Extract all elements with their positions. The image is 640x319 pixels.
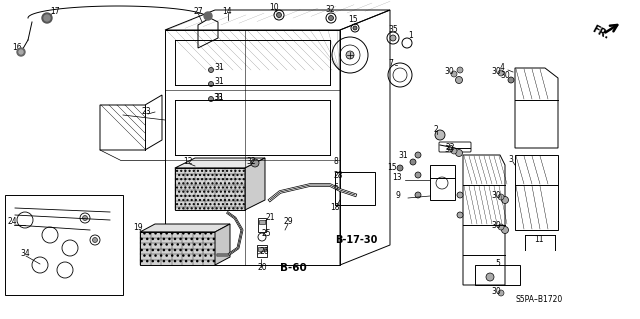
Text: 8: 8 bbox=[334, 158, 339, 167]
Text: 28: 28 bbox=[334, 172, 344, 181]
Bar bbox=[259, 220, 265, 224]
Circle shape bbox=[251, 159, 259, 167]
Text: 34: 34 bbox=[20, 249, 29, 257]
Text: 4: 4 bbox=[500, 63, 505, 72]
Text: 32: 32 bbox=[325, 4, 335, 13]
Text: 1: 1 bbox=[408, 31, 413, 40]
Text: 25: 25 bbox=[262, 229, 271, 239]
Text: 20: 20 bbox=[257, 263, 267, 272]
Circle shape bbox=[209, 97, 214, 101]
Circle shape bbox=[456, 150, 463, 157]
Text: 30: 30 bbox=[444, 68, 454, 77]
Circle shape bbox=[502, 197, 509, 204]
Text: 2: 2 bbox=[433, 125, 438, 135]
Polygon shape bbox=[175, 158, 265, 168]
Text: FR.: FR. bbox=[590, 24, 611, 42]
Text: 18: 18 bbox=[330, 204, 339, 212]
Text: 17: 17 bbox=[50, 6, 60, 16]
Text: 16: 16 bbox=[12, 43, 22, 53]
Text: 15: 15 bbox=[348, 16, 358, 25]
Text: 5: 5 bbox=[495, 258, 500, 268]
Circle shape bbox=[451, 148, 457, 154]
Text: 23: 23 bbox=[142, 108, 152, 116]
Text: 22: 22 bbox=[446, 144, 456, 152]
Text: 35: 35 bbox=[388, 26, 397, 34]
Bar bbox=[258, 247, 266, 251]
Circle shape bbox=[456, 77, 463, 84]
Polygon shape bbox=[245, 158, 265, 210]
Text: 12: 12 bbox=[183, 158, 193, 167]
Circle shape bbox=[498, 194, 504, 200]
Text: 9: 9 bbox=[395, 191, 400, 201]
Text: 24: 24 bbox=[8, 218, 18, 226]
Circle shape bbox=[498, 70, 504, 76]
Text: S5PA–B1720: S5PA–B1720 bbox=[515, 295, 563, 305]
Polygon shape bbox=[140, 232, 215, 265]
Circle shape bbox=[415, 152, 421, 158]
Text: 13: 13 bbox=[392, 174, 402, 182]
Text: 31: 31 bbox=[398, 151, 408, 160]
Text: 31: 31 bbox=[214, 63, 223, 72]
Text: 15: 15 bbox=[387, 164, 397, 173]
Text: 29: 29 bbox=[284, 218, 294, 226]
Circle shape bbox=[209, 68, 214, 72]
Text: B-60: B-60 bbox=[280, 263, 307, 273]
Circle shape bbox=[457, 212, 463, 218]
Circle shape bbox=[508, 77, 514, 83]
Text: 27: 27 bbox=[194, 6, 204, 16]
Circle shape bbox=[204, 12, 212, 20]
Circle shape bbox=[390, 35, 396, 41]
Circle shape bbox=[498, 224, 504, 230]
Text: 30: 30 bbox=[500, 70, 509, 79]
Circle shape bbox=[42, 13, 52, 23]
Circle shape bbox=[397, 165, 403, 171]
Text: 32: 32 bbox=[246, 158, 255, 167]
Text: 31: 31 bbox=[214, 78, 223, 86]
Text: 30: 30 bbox=[491, 66, 500, 76]
Text: 19: 19 bbox=[133, 224, 143, 233]
Text: 10: 10 bbox=[269, 3, 278, 11]
Circle shape bbox=[276, 12, 282, 18]
Text: B-17-30: B-17-30 bbox=[335, 235, 378, 245]
Circle shape bbox=[17, 48, 25, 56]
Circle shape bbox=[346, 51, 354, 59]
Text: 14: 14 bbox=[222, 6, 232, 16]
Circle shape bbox=[457, 192, 463, 198]
Polygon shape bbox=[215, 224, 230, 265]
Circle shape bbox=[209, 81, 214, 86]
Bar bbox=[258, 218, 266, 232]
Text: 11: 11 bbox=[534, 235, 543, 244]
Circle shape bbox=[415, 192, 421, 198]
Circle shape bbox=[328, 16, 333, 20]
Polygon shape bbox=[140, 224, 230, 232]
Circle shape bbox=[502, 226, 509, 234]
Text: 6: 6 bbox=[334, 183, 339, 192]
Circle shape bbox=[93, 238, 97, 242]
Circle shape bbox=[435, 130, 445, 140]
Circle shape bbox=[353, 26, 357, 30]
Text: 30: 30 bbox=[491, 286, 500, 295]
Circle shape bbox=[83, 216, 88, 220]
Text: 30: 30 bbox=[491, 190, 500, 199]
Text: 33: 33 bbox=[213, 93, 223, 101]
Text: 21: 21 bbox=[265, 213, 275, 222]
Circle shape bbox=[451, 71, 457, 77]
Text: 7: 7 bbox=[388, 58, 393, 68]
Polygon shape bbox=[175, 168, 245, 210]
Circle shape bbox=[415, 172, 421, 178]
Circle shape bbox=[498, 290, 504, 296]
Circle shape bbox=[19, 50, 23, 54]
Circle shape bbox=[410, 159, 416, 165]
Bar bbox=[257, 245, 267, 257]
Circle shape bbox=[486, 273, 494, 281]
Bar bbox=[5, 195, 123, 295]
Text: 31: 31 bbox=[214, 93, 223, 101]
Text: 3: 3 bbox=[508, 155, 513, 165]
Circle shape bbox=[457, 67, 463, 73]
Text: 26: 26 bbox=[259, 248, 269, 256]
Text: 30: 30 bbox=[491, 220, 500, 229]
Text: 30: 30 bbox=[444, 145, 454, 153]
Circle shape bbox=[44, 15, 50, 21]
